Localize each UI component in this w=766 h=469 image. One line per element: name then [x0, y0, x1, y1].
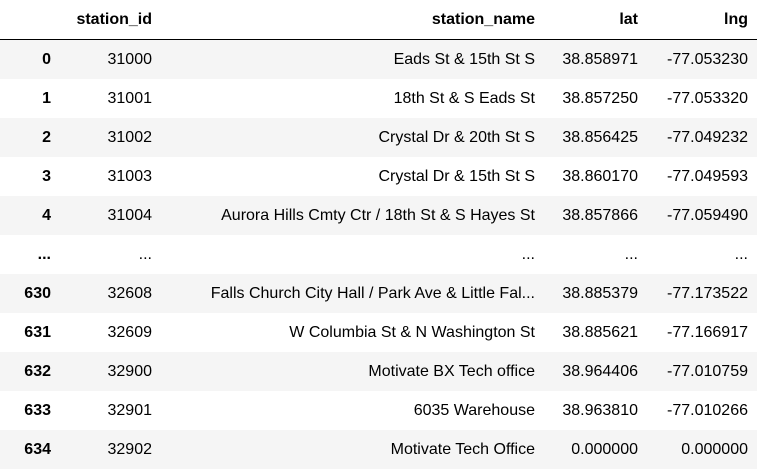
station-id-cell: 32900 [60, 352, 161, 391]
lat-cell: 38.963810 [544, 391, 647, 430]
station-name-cell: Motivate Tech Office [161, 430, 544, 469]
lat-cell: 38.885379 [544, 274, 647, 313]
lng-cell: -77.010759 [647, 352, 757, 391]
station-id-cell: 31000 [60, 40, 161, 80]
table-row: 631 32609 W Columbia St & N Washington S… [0, 313, 757, 352]
lng-cell: -77.053320 [647, 79, 757, 118]
station-id-cell: 32609 [60, 313, 161, 352]
table-row: 630 32608 Falls Church City Hall / Park … [0, 274, 757, 313]
station-name-cell: Falls Church City Hall / Park Ave & Litt… [161, 274, 544, 313]
lng-cell: -77.010266 [647, 391, 757, 430]
station-name-cell: Crystal Dr & 20th St S [161, 118, 544, 157]
lng-cell: -77.173522 [647, 274, 757, 313]
lat-cell: 38.860170 [544, 157, 647, 196]
station-name-cell: ... [161, 235, 544, 274]
row-index: 3 [0, 157, 60, 196]
lng-cell: -77.059490 [647, 196, 757, 235]
row-index: 2 [0, 118, 60, 157]
lat-cell: 38.858971 [544, 40, 647, 80]
table-row: 3 31003 Crystal Dr & 15th St S 38.860170… [0, 157, 757, 196]
lat-cell: 38.857250 [544, 79, 647, 118]
lat-column-header: lat [544, 0, 647, 40]
row-index: 0 [0, 40, 60, 80]
lng-cell: -77.049232 [647, 118, 757, 157]
table-row: 2 31002 Crystal Dr & 20th St S 38.856425… [0, 118, 757, 157]
station-name-cell: W Columbia St & N Washington St [161, 313, 544, 352]
row-index: 633 [0, 391, 60, 430]
station-id-cell: 32901 [60, 391, 161, 430]
row-index: 1 [0, 79, 60, 118]
station-name-column-header: station_name [161, 0, 544, 40]
station-name-cell: Motivate BX Tech office [161, 352, 544, 391]
lat-cell: 0.000000 [544, 430, 647, 469]
station-id-cell: 31003 [60, 157, 161, 196]
lng-cell: -77.049593 [647, 157, 757, 196]
lng-cell: ... [647, 235, 757, 274]
row-index: 631 [0, 313, 60, 352]
station-name-cell: Eads St & 15th St S [161, 40, 544, 80]
table-row: 4 31004 Aurora Hills Cmty Ctr / 18th St … [0, 196, 757, 235]
station-name-cell: Aurora Hills Cmty Ctr / 18th St & S Haye… [161, 196, 544, 235]
row-index: 4 [0, 196, 60, 235]
lng-cell: -77.053230 [647, 40, 757, 80]
table-header: station_id station_name lat lng [0, 0, 757, 40]
station-id-cell: 32902 [60, 430, 161, 469]
station-id-cell: ... [60, 235, 161, 274]
row-index: 632 [0, 352, 60, 391]
station-name-cell: 18th St & S Eads St [161, 79, 544, 118]
lng-column-header: lng [647, 0, 757, 40]
lng-cell: -77.166917 [647, 313, 757, 352]
lng-cell: 0.000000 [647, 430, 757, 469]
station-id-cell: 32608 [60, 274, 161, 313]
station-id-cell: 31004 [60, 196, 161, 235]
lat-cell: 38.856425 [544, 118, 647, 157]
station-id-cell: 31001 [60, 79, 161, 118]
station-name-cell: 6035 Warehouse [161, 391, 544, 430]
row-index: ... [0, 235, 60, 274]
station-id-cell: 31002 [60, 118, 161, 157]
table-row: 633 32901 6035 Warehouse 38.963810 -77.0… [0, 391, 757, 430]
lat-cell: 38.885621 [544, 313, 647, 352]
row-index: 634 [0, 430, 60, 469]
table-row-ellipsis: ... ... ... ... ... [0, 235, 757, 274]
row-index: 630 [0, 274, 60, 313]
station-name-cell: Crystal Dr & 15th St S [161, 157, 544, 196]
table-row: 632 32900 Motivate BX Tech office 38.964… [0, 352, 757, 391]
lat-cell: 38.857866 [544, 196, 647, 235]
lat-cell: 38.964406 [544, 352, 647, 391]
table-row: 0 31000 Eads St & 15th St S 38.858971 -7… [0, 40, 757, 80]
index-column-header [0, 0, 60, 40]
lat-cell: ... [544, 235, 647, 274]
table-row: 634 32902 Motivate Tech Office 0.000000 … [0, 430, 757, 469]
table-row: 1 31001 18th St & S Eads St 38.857250 -7… [0, 79, 757, 118]
station-id-column-header: station_id [60, 0, 161, 40]
table-body: 0 31000 Eads St & 15th St S 38.858971 -7… [0, 40, 757, 469]
header-row: station_id station_name lat lng [0, 0, 757, 40]
